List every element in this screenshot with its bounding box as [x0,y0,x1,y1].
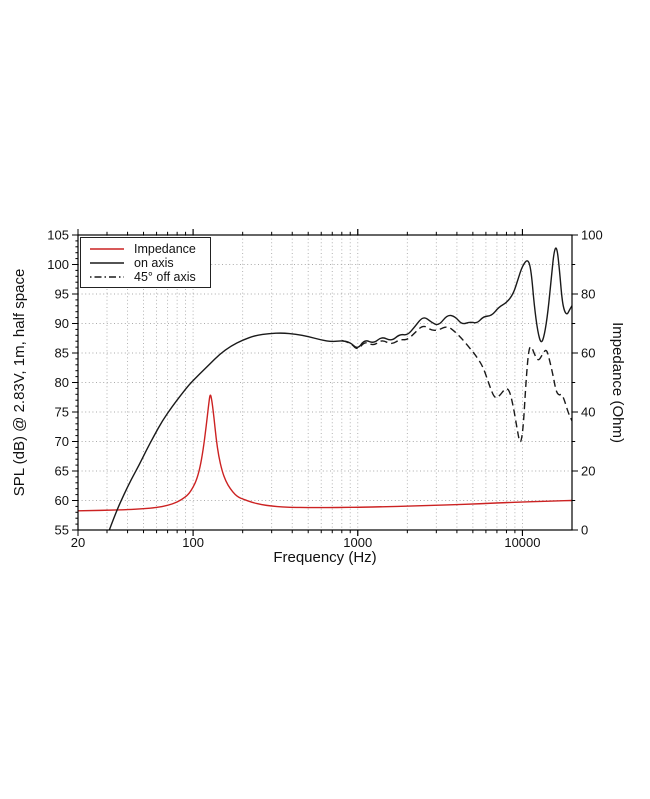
y-left-tick-label: 100 [47,257,69,272]
legend-label: Impedance [134,242,196,256]
y-left-tick-label: 55 [55,523,69,538]
x-axis-title: Frequency (Hz) [273,549,376,566]
y-right-tick-label: 80 [581,287,595,302]
impedance-curve [78,394,572,512]
axis-ticks [72,229,578,536]
legend: Impedance on axis 45° off axis [80,237,211,288]
y-left-tick-label: 60 [55,493,69,508]
impedance-line-sample-icon [90,248,124,250]
y-left-tick-label: 70 [55,434,69,449]
off-axis-curve [341,325,572,443]
y-right-tick-label: 40 [581,405,595,420]
off-axis-line-sample-icon [90,276,124,278]
tick-labels: 20 100 1000 10000 55 60 65 70 75 80 85 90 95 100 105 0 2… [47,228,602,551]
legend-item-off-axis: 45° off axis [87,270,204,284]
y-left-tick-label: 95 [55,287,69,302]
y-right-tick-label: 100 [581,228,603,243]
on-axis-curve [108,247,572,530]
y-left-tick-label: 80 [55,375,69,390]
x-tick-label: 10000 [504,535,540,550]
y-left-tick-label: 85 [55,346,69,361]
legend-item-impedance: Impedance [87,242,204,256]
legend-label: 45° off axis [134,270,196,284]
legend-label: on axis [134,256,174,270]
y-left-axis-title: SPL (dB) @ 2.83V, 1m, half space [11,269,28,497]
y-right-tick-label: 60 [581,346,595,361]
y-left-tick-label: 65 [55,464,69,479]
legend-item-on-axis: on axis [87,256,204,270]
x-tick-label: 1000 [343,535,372,550]
y-left-tick-label: 90 [55,316,69,331]
x-tick-label: 20 [71,535,85,550]
y-right-tick-label: 0 [581,523,588,538]
y-left-tick-label: 75 [55,405,69,420]
y-left-tick-label: 105 [47,228,69,243]
chart-series [78,247,572,530]
on-axis-line-sample-icon [90,262,124,264]
x-tick-label: 100 [182,535,204,550]
y-right-tick-label: 20 [581,464,595,479]
y-right-axis-title: Impedance (Ohm) [609,322,626,443]
